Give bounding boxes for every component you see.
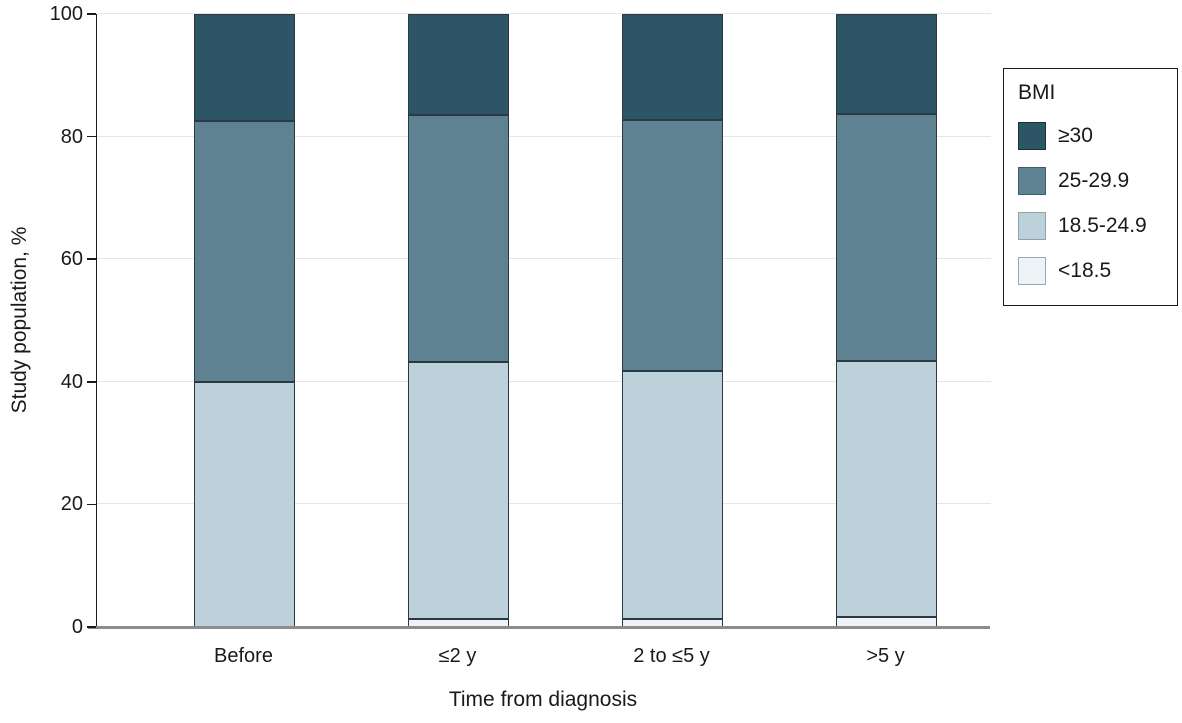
bar-segment-≥30 (408, 14, 509, 115)
x-category-label->5 y: >5 y (866, 645, 905, 667)
x-category-label-Before: Before (214, 645, 273, 667)
legend-label: 25-29.9 (1058, 168, 1130, 192)
legend-swatch-<18.5 (1018, 256, 1046, 285)
bar-1-Before (194, 14, 295, 627)
x-category-label-2 to ≤5 y: 2 to ≤5 y (633, 645, 710, 667)
legend-swatch-25-29.9 (1018, 166, 1046, 195)
bar-segment-18.5-24.9 (622, 371, 723, 620)
y-tick-label-20: 20 (60, 493, 83, 516)
x-axis-title: Time from diagnosis (448, 688, 638, 711)
y-tick-60 (87, 258, 96, 260)
bar-segment-25-29.9 (194, 121, 295, 382)
y-tick-100 (87, 13, 96, 15)
gridline-80 (97, 135, 991, 137)
y-tick-40 (87, 381, 96, 383)
legend-rows: ≥30 25-29.9 18.5-24.9 <18.5 (1018, 113, 1177, 293)
legend-label: 18.5-24.9 (1058, 213, 1147, 237)
bar-segment-25-29.9 (836, 113, 937, 361)
legend-item-4: <18.5 (1018, 248, 1177, 293)
legend-swatch-18.5-24.9 (1018, 211, 1046, 240)
x-category-label-≤2 y: ≤2 y (438, 645, 477, 667)
gridline-40 (97, 380, 991, 382)
bar-segment-≥30 (194, 14, 295, 122)
legend-swatch-≥30 (1018, 121, 1046, 150)
bar-2-≤2 y (408, 14, 509, 627)
y-tick-label-60: 60 (60, 248, 83, 271)
gridline-100 (97, 13, 991, 14)
bar-segment-≥30 (836, 14, 937, 114)
y-tick-label-100: 100 (49, 3, 83, 25)
gridline-20 (97, 503, 991, 505)
bar-segment-18.5-24.9 (194, 381, 295, 627)
legend-box: BMI ≥30 25-29.9 18.5-24.9 <18.5 (1003, 68, 1178, 306)
y-tick-80 (87, 135, 96, 138)
y-tick-label-0: 0 (71, 616, 83, 638)
bar-segment-25-29.9 (408, 114, 509, 362)
legend-item-2: 25-29.9 (1018, 158, 1177, 203)
gridline-60 (97, 258, 991, 260)
x-axis-line (88, 626, 990, 629)
y-tick-0 (87, 626, 96, 628)
bar-3-2 to ≤5 y (622, 14, 723, 627)
y-tick-20 (87, 503, 96, 506)
legend-title: BMI (1018, 81, 1056, 104)
bar-segment-≥30 (622, 14, 723, 121)
y-tick-label-40: 40 (60, 370, 83, 393)
legend-label: ≥30 (1058, 123, 1093, 147)
bar-segment-18.5-24.9 (836, 360, 937, 618)
plot-area (96, 13, 991, 627)
bar-segment-25-29.9 (622, 120, 723, 372)
bar-4->5 y (836, 14, 937, 627)
legend-item-1: ≥30 (1018, 113, 1177, 158)
legend-item-3: 18.5-24.9 (1018, 203, 1177, 248)
bar-segment-18.5-24.9 (408, 361, 509, 620)
y-tick-label-80: 80 (60, 125, 83, 148)
legend-label: <18.5 (1058, 258, 1112, 282)
